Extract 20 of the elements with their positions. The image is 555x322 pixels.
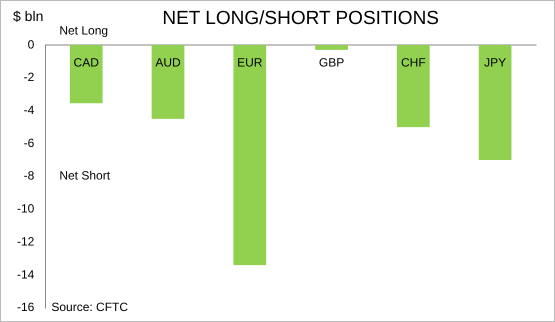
y-axis-title: $ bln [13,8,44,24]
text: Net Long [59,23,108,38]
y-tick-label: -2 [24,70,35,84]
x-tick-label: CHF [401,55,426,70]
x-tick-label: JPY [484,55,506,70]
x-tick-label: AUD [155,55,182,70]
annotation: Source: CFTC [51,300,128,314]
x-tick-label: CAD [74,55,100,70]
y-tick-label: -6 [24,136,35,150]
x-tick-label: EUR [237,55,263,70]
y-tick-label: 0 [28,37,35,52]
y-tick-label: -10 [17,202,35,216]
y-tick-label: -14 [17,267,35,282]
chart-title: NET LONG/SHORT POSITIONS [162,8,439,30]
y-tick-label: -12 [17,234,35,248]
y-tick-label: -4 [24,103,35,118]
annotation: Net Short [59,168,111,183]
y-tick-label: -16 [17,300,35,314]
y-tick-label: -8 [24,168,35,183]
x-tick-label: GBP [318,55,344,70]
